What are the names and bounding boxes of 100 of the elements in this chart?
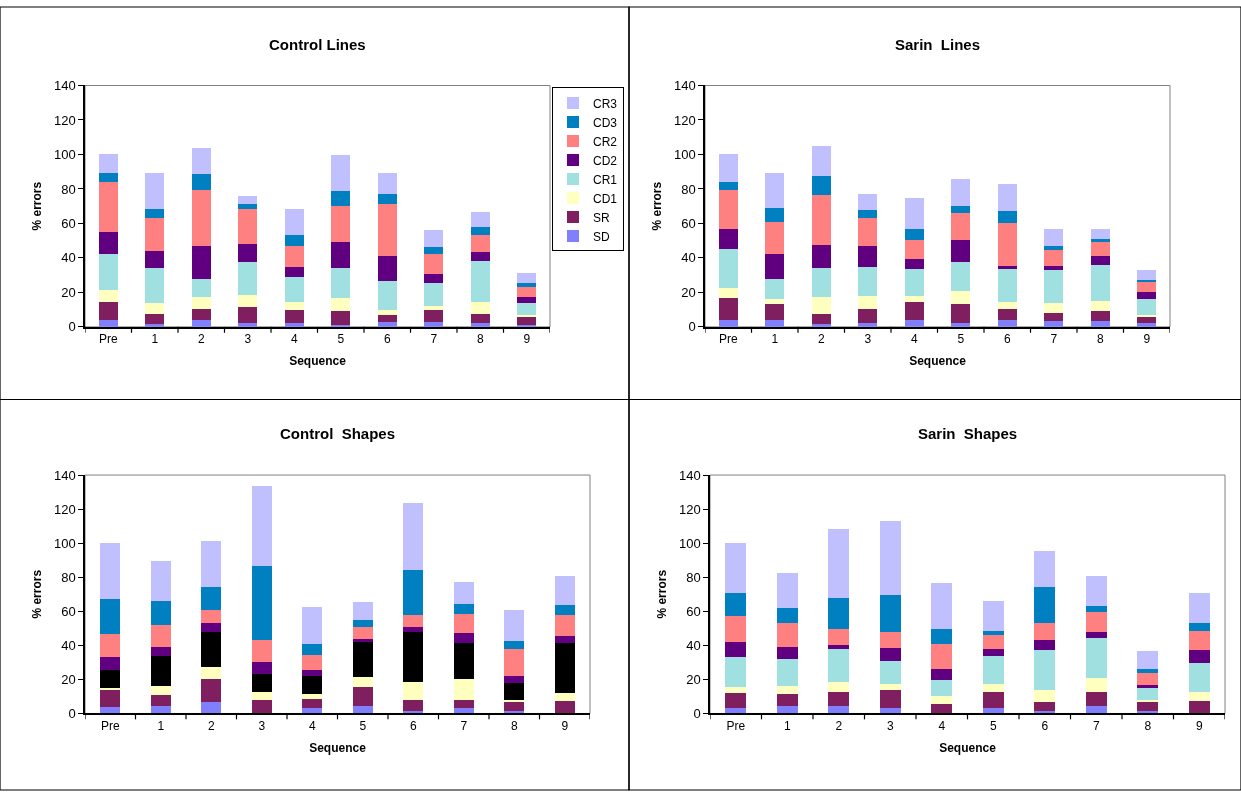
x-tick-label: 3 <box>258 718 266 733</box>
bar <box>1137 299 1157 315</box>
bar <box>1034 623 1056 641</box>
chart-title: Sarin Lines <box>895 36 981 53</box>
bar <box>931 629 953 645</box>
y-axis-title: % errors <box>654 569 669 619</box>
bar <box>238 262 258 295</box>
bar <box>191 296 211 309</box>
bar <box>997 308 1017 320</box>
bar <box>352 687 373 706</box>
bar <box>776 693 798 706</box>
bar <box>725 592 747 616</box>
bar <box>504 648 525 676</box>
bar <box>150 624 171 648</box>
bar <box>554 693 575 701</box>
y-tick-label: 20 <box>681 284 696 300</box>
bar <box>201 623 222 632</box>
bar <box>904 301 924 320</box>
bar <box>251 566 272 641</box>
bar <box>302 698 323 709</box>
bar <box>1090 264 1110 302</box>
bar <box>765 221 785 255</box>
bar <box>403 681 424 700</box>
bar <box>879 689 901 709</box>
bar <box>718 229 738 250</box>
bar <box>150 686 171 695</box>
bar <box>1034 650 1056 691</box>
bar <box>470 226 490 236</box>
bar <box>858 267 878 296</box>
bar <box>424 282 444 307</box>
y-tick-label: 80 <box>681 181 696 197</box>
bar <box>302 670 323 676</box>
bar <box>377 256 397 282</box>
bar <box>554 642 575 694</box>
bar <box>424 309 444 322</box>
bar <box>470 212 490 227</box>
bar <box>352 639 373 642</box>
x-tick-label: 6 <box>1003 332 1011 347</box>
bar <box>352 619 373 627</box>
x-tick-label: 2 <box>817 332 825 347</box>
y-tick-label: 80 <box>686 569 701 585</box>
x-tick-label: 4 <box>290 332 298 347</box>
x-tick-label: 7 <box>460 718 468 733</box>
bar <box>765 173 785 208</box>
x-tick-label: 1 <box>783 718 791 733</box>
y-tick-label: 120 <box>53 112 76 128</box>
bar <box>1044 229 1064 246</box>
bar <box>504 682 525 700</box>
bar <box>776 686 798 694</box>
legend-label: CR3 <box>593 96 618 111</box>
bar <box>470 301 490 314</box>
bar <box>1085 677 1107 693</box>
x-tick-label: 5 <box>359 718 367 733</box>
bar <box>725 657 747 688</box>
bar <box>517 273 537 283</box>
x-tick-label: 8 <box>510 718 518 733</box>
bar <box>403 631 424 682</box>
bar <box>517 316 537 326</box>
bar <box>150 705 171 714</box>
bar <box>470 251 490 262</box>
bar <box>238 294 258 308</box>
bar <box>403 570 424 615</box>
x-tick-label: Pre <box>98 332 118 347</box>
bar <box>1188 593 1210 624</box>
bar <box>377 314 397 322</box>
bar <box>1090 242 1110 257</box>
bar <box>951 290 971 305</box>
bar <box>1034 587 1056 624</box>
bar <box>1137 282 1157 292</box>
bar <box>453 699 474 709</box>
x-tick-label: 5 <box>337 332 345 347</box>
bar <box>352 626 373 640</box>
x-tick-label: 5 <box>957 332 965 347</box>
y-tick-label: 120 <box>673 112 696 128</box>
y-tick-label: 140 <box>53 467 76 483</box>
bar <box>1137 702 1159 711</box>
x-axis-title: Sequence <box>939 741 997 756</box>
bar <box>858 209 878 219</box>
x-tick-label: 8 <box>1096 332 1104 347</box>
bar <box>150 601 171 625</box>
bar <box>858 245 878 268</box>
bar <box>470 235 490 252</box>
bar <box>951 178 971 207</box>
bar <box>100 543 121 600</box>
chart-title: Control Shapes <box>280 425 396 442</box>
bar <box>828 629 850 646</box>
bar <box>718 182 738 190</box>
bar <box>811 244 831 269</box>
bar <box>718 189 738 230</box>
bar <box>1085 637 1107 678</box>
bar <box>776 572 798 608</box>
y-tick-label: 140 <box>673 78 696 94</box>
x-tick-label: 6 <box>1041 718 1049 733</box>
bar <box>1044 265 1064 270</box>
y-tick-label: 60 <box>61 603 76 619</box>
chart-title: Sarin Shapes <box>918 425 1018 442</box>
bar <box>98 253 118 290</box>
bar <box>145 218 165 252</box>
x-axis-title: Sequence <box>909 354 967 369</box>
bar <box>403 626 424 632</box>
